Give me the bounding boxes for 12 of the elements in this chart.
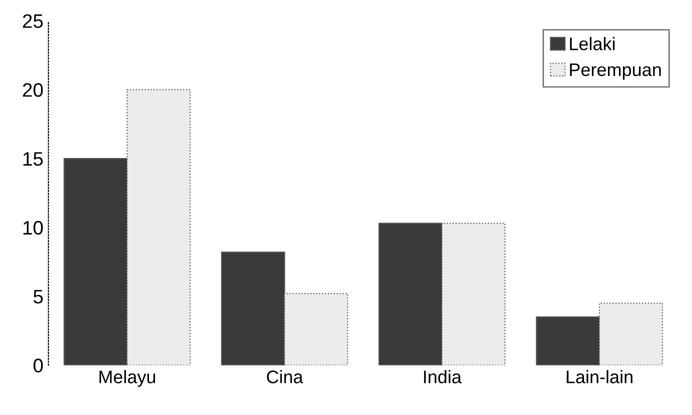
legend-label: Lelaki (570, 37, 615, 50)
x-tick-label: Lain-lain (566, 370, 632, 384)
legend-label: Perempuan (570, 64, 661, 80)
y-tick-label: 15 (23, 152, 43, 166)
y-tick-label: 5 (34, 290, 43, 304)
x-tick-label: India (424, 370, 462, 384)
y-tick-label: 0 (34, 358, 43, 372)
y-tick-label: 10 (23, 220, 43, 235)
x-tick-label: Cina (266, 370, 304, 384)
x-tick-label: Melayu (100, 370, 156, 387)
y-tick-label: 25 (22, 14, 43, 28)
y-tick-label: 20 (22, 83, 43, 97)
